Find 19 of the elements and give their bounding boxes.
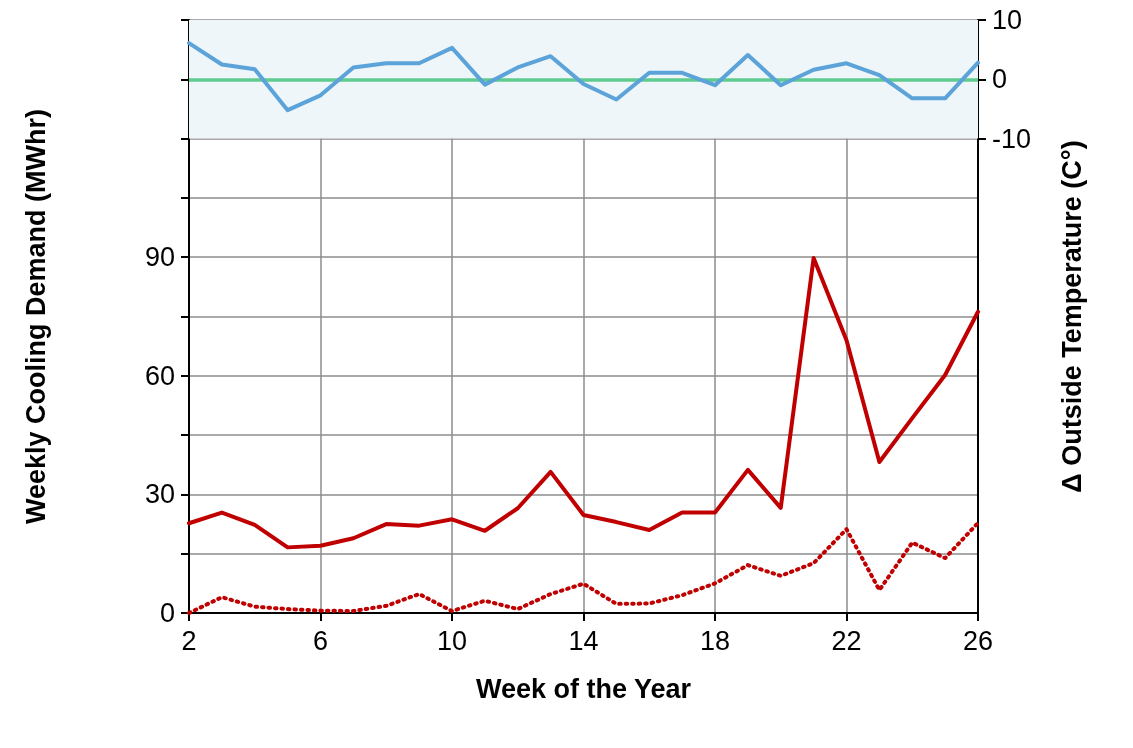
y2-axis-title: Δ Outside Temperature (C°) bbox=[1056, 140, 1087, 493]
x-tick-label: 14 bbox=[568, 625, 599, 656]
y-tick-label: 90 bbox=[144, 242, 175, 273]
y-tick-label: 0 bbox=[159, 598, 175, 628]
y-tick-label: 30 bbox=[144, 479, 175, 510]
x-tick-label: 6 bbox=[312, 625, 329, 656]
x-tick-label: 26 bbox=[962, 625, 994, 656]
y-tick-label: 60 bbox=[144, 360, 175, 391]
line-series bbox=[187, 255, 980, 550]
x-tick-label: 10 bbox=[436, 625, 468, 656]
x-tick-label: 22 bbox=[831, 625, 862, 656]
x-tick-label: 2 bbox=[181, 625, 197, 656]
y2-tick-label: 0 bbox=[992, 64, 1008, 95]
y2-tick-label: -10 bbox=[992, 123, 1032, 154]
line-series bbox=[187, 41, 980, 113]
y2-tick-label: 10 bbox=[992, 5, 1023, 35]
x-tick-label: 18 bbox=[699, 625, 731, 656]
x-axis-title: Week of the Year bbox=[475, 673, 692, 704]
y-axis-title: Weekly Cooling Demand (MWhr) bbox=[20, 108, 51, 525]
